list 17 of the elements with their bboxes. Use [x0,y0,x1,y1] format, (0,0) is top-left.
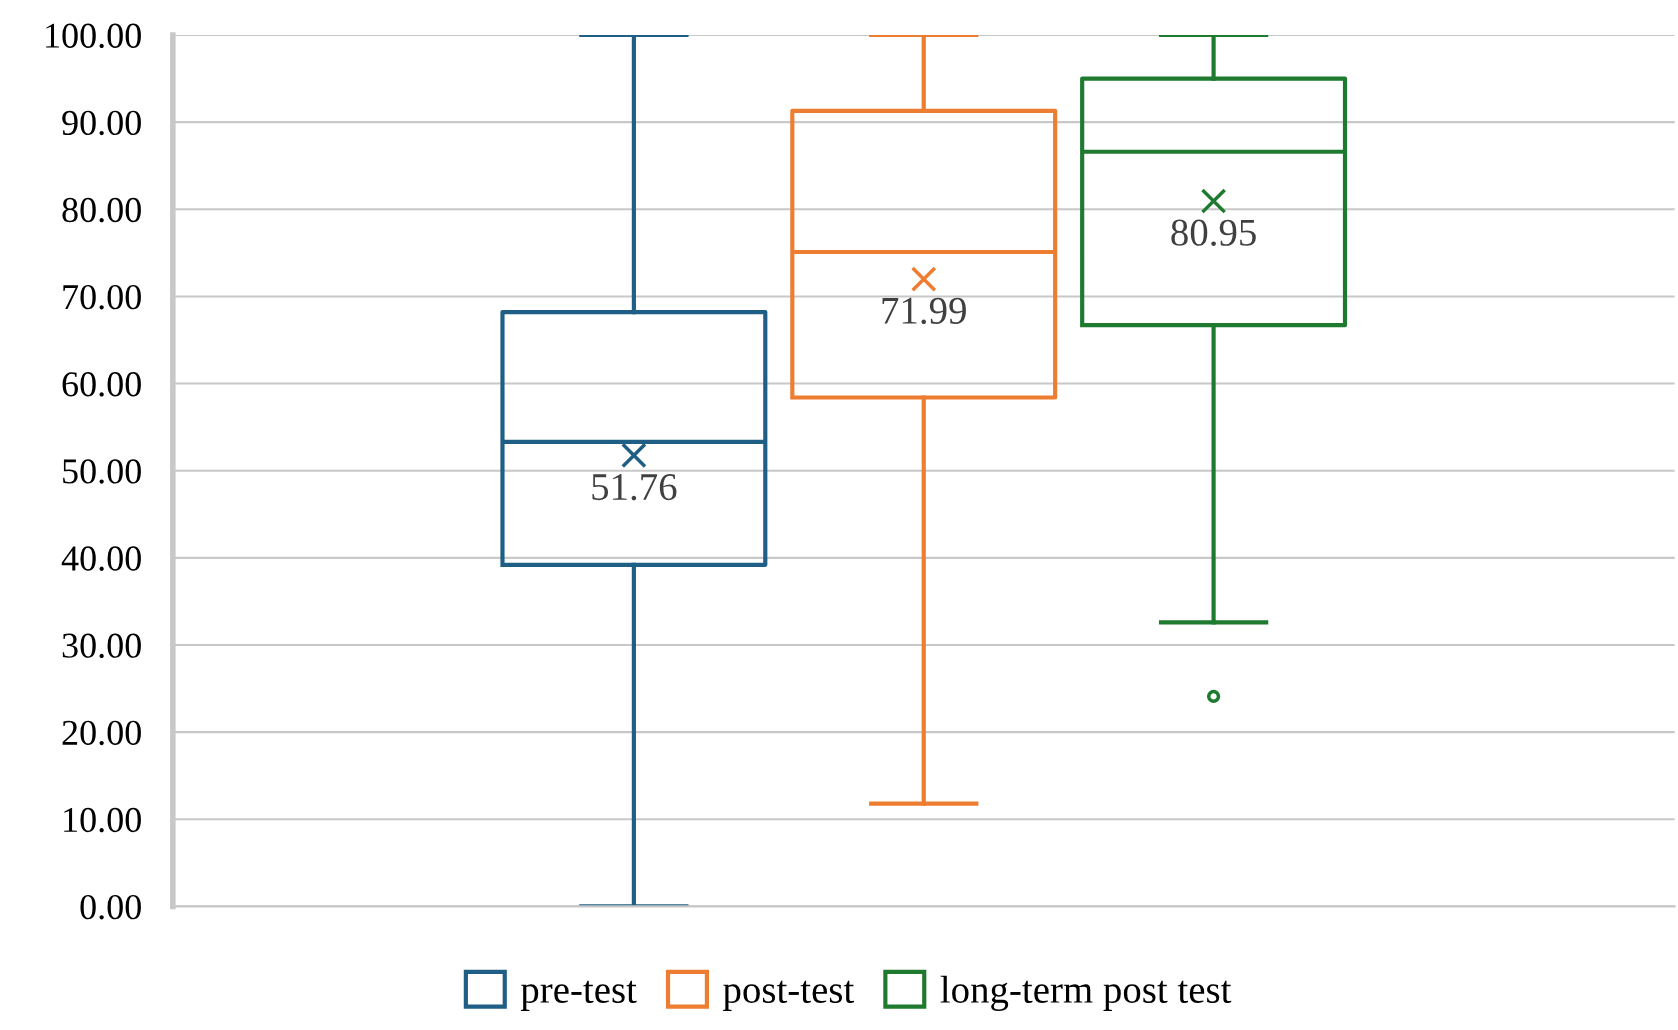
y-tick-label: 70.00 [63,284,141,310]
text: 80.95 [1171,219,1256,246]
legend-label: pre-test [520,980,637,1011]
y-tick-label: 0.00 [80,894,141,920]
y-tick-label: 80.00 [62,197,141,223]
y-tick-label: 20.00 [62,720,141,746]
y-tick-label: 40.00 [61,546,141,571]
y-tick-label: 60.00 [62,372,141,397]
legend-label: post-test [723,980,855,1011]
y-tick-label: 100.00 [46,23,141,49]
y-tick-label: 90.00 [62,110,141,136]
y-tick-label: 10.00 [64,807,141,833]
y-tick-label: 30.00 [62,633,141,659]
legend-label: long-term post test [940,975,1232,1012]
y-tick-label: 50.00 [63,459,141,484]
text: 51.76 [592,474,677,501]
text: 71.99 [882,297,966,325]
